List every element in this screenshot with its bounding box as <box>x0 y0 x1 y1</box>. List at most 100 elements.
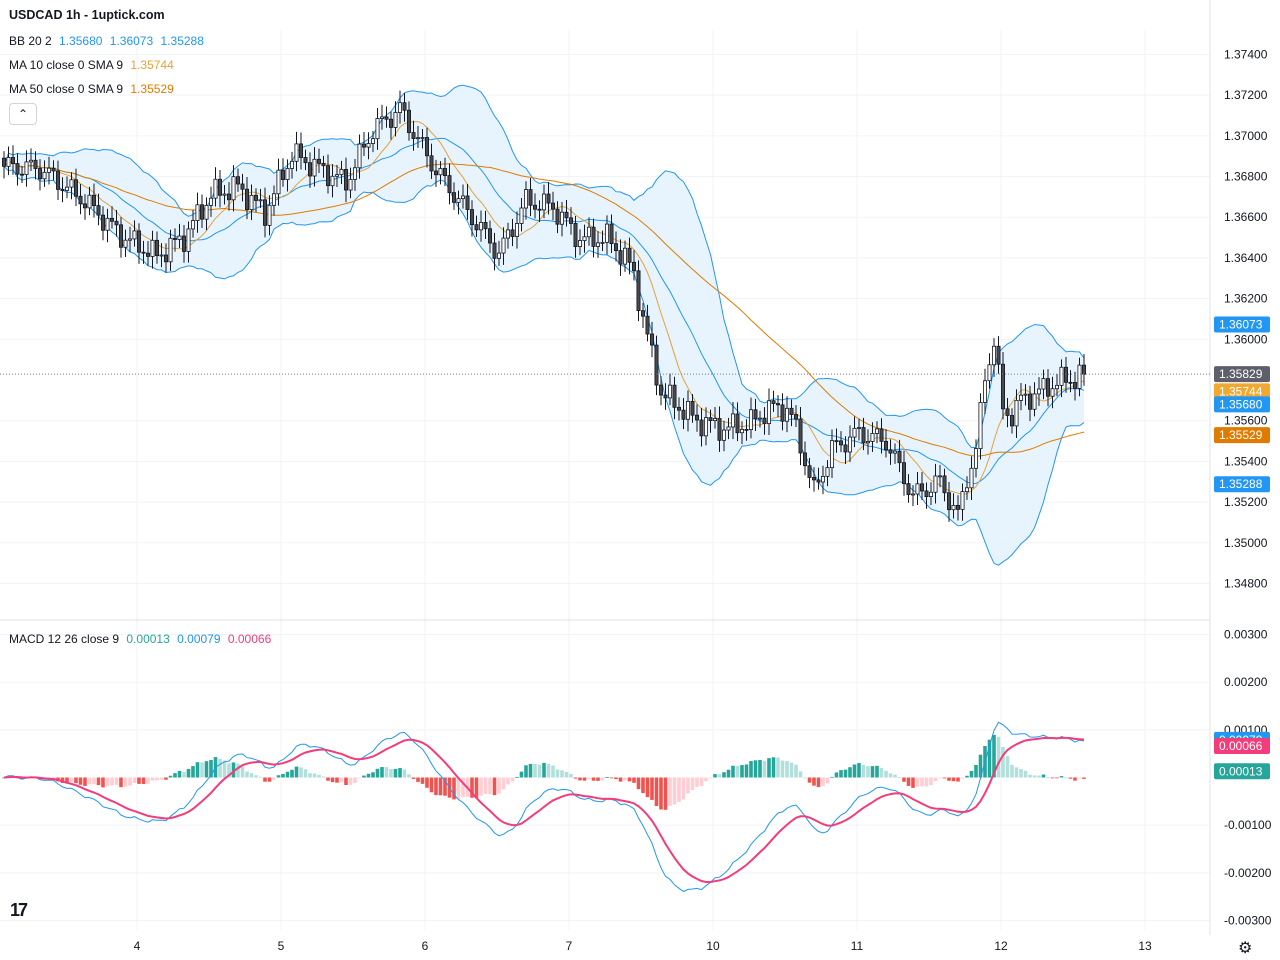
collapse-legend-button[interactable]: ⌃ <box>9 103 37 125</box>
candle-body <box>812 477 817 481</box>
candle-body <box>424 137 429 157</box>
macd-histogram-bar <box>1050 777 1055 779</box>
candle-body <box>789 407 794 415</box>
macd-histogram-bar <box>825 777 830 784</box>
ma50-legend: MA 50 close 0 SMA 9 1.35529 <box>9 82 178 96</box>
macd-histogram-bar <box>654 777 659 807</box>
candle-body <box>316 158 321 164</box>
tradingview-logo-icon[interactable]: 17 <box>10 900 28 920</box>
candle-body <box>731 413 736 428</box>
candle-body <box>915 483 920 495</box>
candle-body <box>537 208 542 211</box>
price-label-badge <box>1214 396 1270 413</box>
macd-histogram-bar <box>947 777 951 781</box>
macd-label-text: 0.00066 <box>1219 739 1263 753</box>
candle-body <box>578 240 583 248</box>
candle-body <box>24 161 29 175</box>
price-tick-label: 1.36800 <box>1224 170 1268 184</box>
candle-body <box>294 143 299 162</box>
macd-histogram-bar <box>938 777 942 779</box>
candle-body <box>105 217 110 231</box>
macd-histogram-bar <box>92 777 96 785</box>
candle-body <box>195 204 200 221</box>
candle-body <box>56 170 61 190</box>
candle-body <box>843 444 848 453</box>
macd-histogram-bar <box>789 762 794 778</box>
candle-body <box>96 205 101 216</box>
macd-histogram-bar <box>177 770 182 778</box>
candle-body <box>713 418 718 422</box>
price-tick-label: 1.35600 <box>1224 414 1268 428</box>
candle-body <box>762 417 767 425</box>
candle-body <box>442 168 447 176</box>
macd-histogram-bar <box>285 771 290 778</box>
macd-histogram-bar <box>470 777 474 798</box>
macd-histogram-bar <box>686 777 690 794</box>
macd-histogram-bar <box>695 777 699 787</box>
time-tick-label: 12 <box>994 939 1008 953</box>
candle-body <box>438 168 443 176</box>
candle-body <box>114 220 119 226</box>
macd-histogram-bar <box>492 777 497 796</box>
candle-body <box>478 222 483 231</box>
candle-body <box>168 237 173 263</box>
macd-histogram-bar <box>888 773 893 778</box>
macd-histogram-bar <box>1032 775 1037 778</box>
candle-body <box>267 204 272 226</box>
macd-histogram-bar <box>600 777 605 781</box>
candle-body <box>1064 366 1069 383</box>
candle-body <box>798 418 803 454</box>
macd-histogram-bar <box>740 765 744 778</box>
macd-histogram-bar <box>717 774 722 778</box>
price-label-badge <box>1214 316 1270 333</box>
price-label-badge <box>1214 427 1270 444</box>
bb-legend-upper: 1.36073 <box>109 34 154 48</box>
macd-histogram-bar <box>605 777 609 778</box>
bb-upper-line <box>3 84 1085 449</box>
macd-histogram-bar <box>204 761 209 778</box>
macd-histogram-bar <box>290 769 294 778</box>
gear-icon[interactable]: ⚙ <box>1238 940 1253 957</box>
candle-body <box>217 178 222 196</box>
candle-body <box>42 171 47 180</box>
candle-body <box>321 162 326 167</box>
candle-body <box>650 333 655 346</box>
candle-body <box>879 428 884 442</box>
candle-body <box>1082 364 1087 375</box>
time-tick-label: 7 <box>566 939 573 953</box>
candle-body <box>361 143 366 148</box>
macd-histogram-bar <box>123 777 128 787</box>
macd-histogram-bar <box>1046 777 1050 778</box>
candle-body <box>848 436 853 453</box>
candle-body <box>1077 364 1082 389</box>
time-tick-label: 13 <box>1138 939 1152 953</box>
macd-histogram-bar <box>546 763 551 778</box>
candle-body <box>60 189 65 191</box>
macd-histogram-bar <box>830 776 834 778</box>
candle-body <box>753 409 758 420</box>
candle-body <box>564 211 569 219</box>
macd-histogram-bar <box>389 769 393 778</box>
candle-body <box>1055 384 1060 390</box>
macd-histogram-bar <box>519 771 524 778</box>
macd-histogram-bar <box>78 777 83 785</box>
candle-body <box>465 195 470 210</box>
macd-histogram-bar <box>420 777 425 784</box>
macd-histogram-bar <box>429 777 434 793</box>
macd-histogram-bar <box>821 777 825 787</box>
macd-histogram-bar <box>672 777 677 805</box>
candle-body <box>411 132 416 139</box>
macd-histogram-bar <box>551 765 555 778</box>
candle-body <box>384 116 389 120</box>
macd-histogram-bar <box>362 775 366 778</box>
candle-body <box>771 400 776 404</box>
macd-histogram-bar <box>618 777 623 782</box>
macd-histogram-bar <box>87 777 92 785</box>
macd-histogram-bar <box>326 777 330 781</box>
candle-body <box>956 505 961 510</box>
macd-histogram-bar <box>474 777 479 798</box>
macd-histogram-bar <box>636 777 641 790</box>
macd-histogram-bar <box>1001 746 1005 778</box>
macd-histogram-bar <box>906 777 911 786</box>
